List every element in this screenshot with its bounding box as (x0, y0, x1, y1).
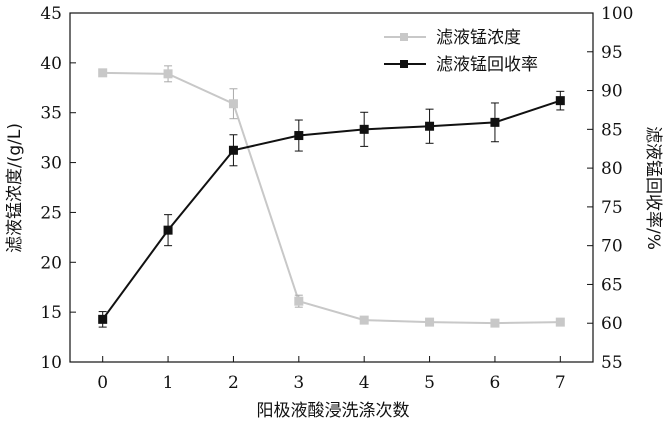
x-tick-label: 1 (163, 373, 174, 393)
data-point (425, 317, 435, 327)
y-right-tick-label: 70 (601, 237, 623, 257)
data-point (555, 317, 565, 327)
y-left-tick-label: 15 (40, 303, 62, 323)
x-tick-label: 2 (228, 373, 239, 393)
y-right-tick-label: 85 (601, 120, 623, 140)
data-point (98, 68, 108, 78)
legend-marker-recovery (400, 60, 408, 68)
x-tick-label: 3 (293, 373, 304, 393)
series-line (101, 99, 561, 320)
data-point (294, 131, 304, 141)
data-point (359, 124, 369, 134)
y-left-tick-label: 25 (40, 203, 62, 223)
legend-marker-concentration (400, 33, 408, 41)
y-right-axis-title: 滤液锰回收率/% (643, 126, 663, 250)
data-point (425, 121, 435, 131)
legend-label-recovery: 滤液锰回收率 (436, 55, 538, 75)
series-recovery (98, 90, 565, 328)
y-left-axis-title: 滤液锰浓度/(g/L) (5, 123, 25, 253)
plot-frame (69, 12, 594, 363)
y-left-tick-label: 40 (40, 54, 62, 74)
y-right-axis-ticks: 55 60 65 70 75 80 85 90 95 100 (587, 4, 633, 373)
data-point (98, 314, 108, 324)
data-point (359, 315, 369, 325)
y-right-tick-label: 55 (601, 353, 623, 373)
data-point (294, 296, 304, 306)
series-layer (98, 65, 565, 328)
y-right-tick-label: 65 (601, 275, 623, 295)
legend-item-concentration: 滤液锰浓度 (384, 28, 521, 48)
legend-label-concentration: 滤液锰浓度 (436, 28, 521, 48)
data-point (490, 318, 500, 328)
y-right-tick-label: 60 (601, 314, 623, 334)
y-right-tick-label: 100 (601, 4, 633, 24)
y-left-tick-label: 35 (40, 104, 62, 124)
y-left-tick-label: 10 (40, 353, 62, 373)
data-point (228, 99, 238, 109)
x-tick-label: 5 (424, 373, 435, 393)
y-right-tick-label: 95 (601, 43, 623, 63)
data-point (490, 117, 500, 127)
x-tick-label: 7 (555, 373, 566, 393)
x-tick-label: 4 (359, 373, 370, 393)
x-tick-label: 6 (490, 373, 501, 393)
y-left-axis-ticks: 10 15 20 25 30 35 40 45 (40, 4, 76, 373)
x-axis-title: 阳极液酸浸洗涤次数 (257, 401, 410, 421)
y-right-tick-label: 75 (601, 198, 623, 218)
plot-border (69, 12, 594, 363)
x-tick-label: 0 (97, 373, 108, 393)
y-right-tick-label: 90 (601, 82, 623, 102)
series-line (102, 71, 561, 325)
data-point (555, 96, 565, 106)
series-concentration (98, 65, 565, 328)
data-point (228, 145, 238, 155)
y-right-tick-label: 80 (601, 159, 623, 179)
y-left-tick-label: 30 (40, 154, 62, 174)
legend-item-recovery: 滤液锰回收率 (384, 55, 538, 75)
legend: 滤液锰浓度 滤液锰回收率 (384, 28, 538, 75)
data-point (163, 69, 173, 79)
y-left-tick-label: 45 (40, 4, 62, 24)
x-axis-ticks: 0 1 2 3 4 5 6 7 (97, 356, 566, 393)
data-point (163, 225, 173, 235)
y-left-tick-label: 20 (40, 253, 62, 273)
